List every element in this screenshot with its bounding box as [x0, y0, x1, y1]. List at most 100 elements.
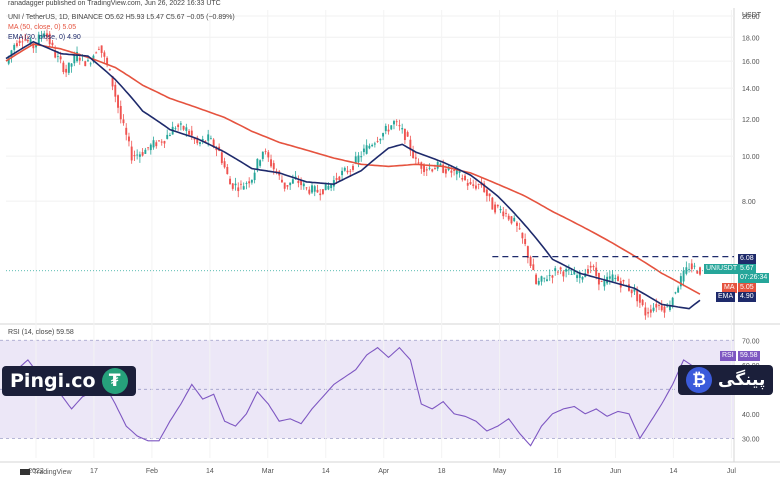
candle-body [267, 152, 270, 158]
candle-body [666, 306, 669, 308]
candle-body [59, 56, 62, 60]
candle-body [231, 183, 234, 189]
candle-body [362, 148, 365, 153]
candle-body [685, 267, 688, 274]
candle-body [168, 135, 171, 137]
candle-body [56, 56, 59, 57]
candle-body [652, 307, 655, 311]
candle-body [543, 277, 546, 279]
candle-body [245, 183, 248, 185]
candle-body [417, 162, 420, 164]
candle-body [587, 269, 589, 274]
candle-body [444, 169, 447, 174]
candle-body [158, 140, 160, 142]
candle-body [488, 193, 491, 197]
candle-body [469, 181, 472, 185]
time-tick-label: May [493, 468, 507, 475]
candle-body [412, 150, 415, 158]
candle-body [483, 183, 486, 193]
tradingview-brand: TradingView [20, 469, 72, 476]
price-tick-label: 8.00 [742, 199, 756, 206]
candle-body [149, 144, 152, 151]
candle-body [43, 33, 46, 37]
candle-body [439, 163, 442, 166]
candle-body [97, 48, 100, 50]
candle-body [515, 222, 518, 226]
candle-body [343, 167, 346, 171]
candle-body [663, 306, 666, 313]
candle-body [250, 179, 253, 183]
candle-body [603, 279, 606, 287]
candle-body [190, 130, 193, 136]
symbol-ohlc-line: UNI / TetherUS, 1D, BINANCE O5.62 H5.93 … [8, 14, 235, 21]
candle-body [122, 119, 125, 124]
candle-body [179, 123, 182, 125]
candle-body [403, 128, 406, 141]
candle-body [15, 43, 18, 47]
candle-body [70, 63, 73, 67]
candle-body [622, 280, 625, 282]
candle-body [147, 147, 150, 149]
candle-body [376, 141, 379, 142]
rsi-tag-value: 59.58 [738, 351, 760, 361]
candle-body [108, 69, 111, 71]
candle-body [507, 215, 510, 220]
candle-body [688, 268, 691, 270]
ema-tag-value: 4.90 [738, 292, 756, 302]
candle-body [242, 186, 245, 190]
candle-body [141, 152, 144, 156]
candle-body [638, 294, 641, 303]
candle-body [630, 289, 633, 294]
candle-body [212, 139, 215, 147]
candle-body [291, 179, 294, 184]
candle-body [570, 274, 573, 275]
candle-body [428, 167, 431, 169]
candle-body [111, 76, 114, 87]
price-tick-label: 14.00 [742, 86, 760, 93]
candle-body [177, 124, 180, 128]
candle-body [13, 45, 16, 50]
pingi-text: Pingi.co [10, 370, 96, 392]
candle-body [671, 297, 674, 306]
candle-body [453, 170, 456, 171]
currency-label: USDT [742, 12, 762, 19]
candle-body [130, 146, 133, 161]
candle-body [641, 299, 644, 306]
candle-body [600, 281, 603, 283]
candle-body [474, 185, 477, 189]
candle-body [608, 276, 611, 279]
ma-line [5, 43, 701, 295]
candle-body [119, 105, 122, 120]
candle-body [554, 268, 557, 272]
tether-icon: ₮ [101, 368, 128, 394]
candle-body [264, 151, 267, 153]
candle-body [690, 263, 693, 270]
level-tag: 6.08 [738, 254, 756, 264]
candle-body [406, 132, 409, 137]
candle-body [321, 189, 324, 194]
candle-body [261, 151, 264, 159]
candle-body [524, 238, 527, 245]
candle-body [611, 274, 614, 282]
candle-body [259, 160, 262, 166]
candle-body [100, 45, 103, 53]
price-tick-label: 10.00 [742, 154, 760, 161]
candle-body [636, 289, 639, 302]
candle-body [62, 62, 65, 73]
candle-body [655, 304, 658, 308]
candle-body [540, 276, 543, 282]
candle-body [144, 149, 147, 154]
candle-body [352, 165, 354, 170]
candle-body [567, 269, 570, 271]
candle-body [559, 267, 562, 270]
candle-body [649, 309, 652, 313]
rsi-legend: RSI (14, close) 59.58 [8, 329, 74, 336]
candle-body [573, 270, 576, 275]
candle-body [450, 170, 453, 173]
candle-body [87, 60, 89, 62]
pingi-fa-text: پینگی [718, 370, 766, 390]
price-tag-value: 5.67 [738, 264, 756, 274]
candle-body [633, 289, 636, 292]
candle-body [513, 217, 516, 222]
candle-body [384, 125, 387, 132]
